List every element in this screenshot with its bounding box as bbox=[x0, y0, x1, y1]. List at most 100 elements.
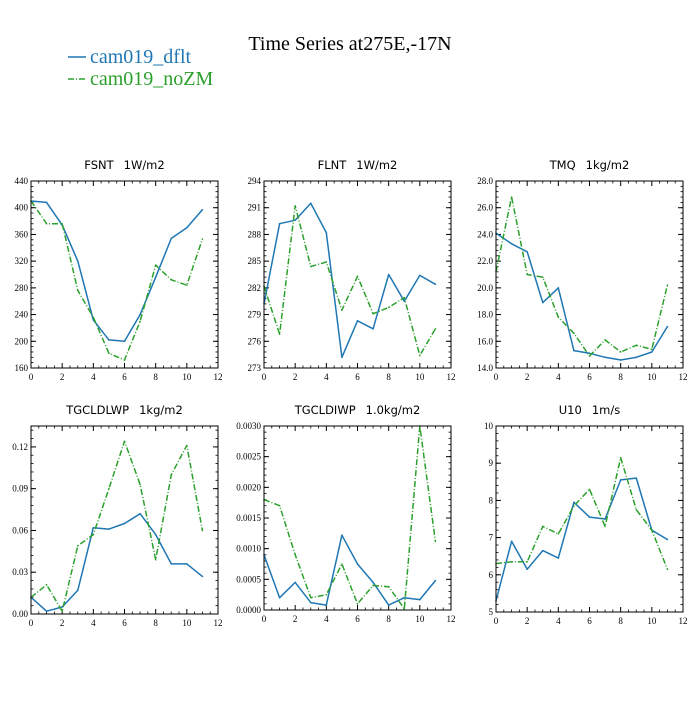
data-point-cam019_noZM-7 bbox=[372, 584, 374, 587]
y-tick-label: 14.0 bbox=[477, 363, 493, 373]
data-point-cam019_noZM-11 bbox=[666, 568, 669, 571]
data-point-cam019_noZM-6 bbox=[588, 355, 591, 357]
panel-title-1: FSNT 1W/m2 bbox=[84, 158, 164, 172]
x-tick-label: 2 bbox=[525, 372, 530, 382]
panel-title-4: TGCLDLWP 1kg/m2 bbox=[65, 403, 183, 417]
y-tick-label: 0.0025 bbox=[236, 452, 261, 462]
series-line-cam019_noZM bbox=[495, 456, 669, 570]
data-point-cam019_noZM-1 bbox=[278, 504, 281, 507]
data-point-cam019_noZM-5 bbox=[573, 332, 575, 335]
data-point-cam019_dflt-10 bbox=[186, 226, 188, 229]
panel-units: 1m/s bbox=[592, 403, 620, 417]
series-line-cam019_noZM bbox=[30, 440, 204, 612]
data-point-cam019_dflt-2 bbox=[294, 581, 296, 584]
x-tick-label: 2 bbox=[293, 372, 298, 382]
data-point-cam019_dflt-4 bbox=[557, 287, 560, 289]
data-point-cam019_noZM-2 bbox=[526, 560, 528, 563]
data-point-cam019_noZM-11 bbox=[434, 540, 437, 543]
x-tick-label: 6 bbox=[587, 372, 592, 382]
y-tick-label: 16.0 bbox=[477, 336, 493, 346]
x-tick-label: 8 bbox=[386, 614, 391, 624]
data-point-cam019_dflt-4 bbox=[325, 231, 328, 234]
data-point-cam019_noZM-7 bbox=[139, 483, 141, 486]
data-point-cam019_dflt-5 bbox=[108, 339, 110, 341]
data-point-cam019_noZM-2 bbox=[294, 205, 296, 207]
y-tick-label: 0.0005 bbox=[236, 574, 261, 584]
data-point-cam019_noZM-11 bbox=[434, 328, 437, 330]
x-tick-label: 0 bbox=[262, 372, 267, 382]
data-point-cam019_dflt-9 bbox=[170, 563, 173, 565]
data-point-cam019_dflt-1 bbox=[278, 222, 281, 225]
y-tick-label: 28.0 bbox=[477, 176, 493, 186]
data-point-cam019_dflt-9 bbox=[403, 300, 406, 303]
x-tick-label: 6 bbox=[355, 372, 360, 382]
data-point-cam019_dflt-7 bbox=[372, 581, 374, 584]
data-point-cam019_dflt-9 bbox=[635, 477, 638, 479]
data-point-cam019_dflt-3 bbox=[309, 202, 312, 205]
data-point-cam019_noZM-1 bbox=[45, 222, 48, 225]
data-point-cam019_noZM-8 bbox=[387, 306, 390, 309]
x-tick-label: 10 bbox=[182, 618, 192, 628]
data-point-cam019_noZM-6 bbox=[588, 488, 591, 491]
x-tick-label: 8 bbox=[618, 616, 623, 626]
data-point-cam019_dflt-11 bbox=[666, 538, 669, 541]
y-tick-label: 7 bbox=[489, 533, 494, 543]
x-tick-label: 8 bbox=[153, 618, 158, 628]
y-tick-label: 0.00 bbox=[12, 609, 28, 619]
x-tick-label: 12 bbox=[447, 372, 456, 382]
series-line-cam019_noZM bbox=[263, 425, 437, 610]
data-point-cam019_dflt-2 bbox=[294, 219, 296, 221]
panel-variable: TGCLDLWP bbox=[65, 403, 129, 417]
data-point-cam019_dflt-8 bbox=[619, 479, 622, 481]
x-tick-label: 6 bbox=[122, 618, 127, 628]
y-tick-label: 0.0000 bbox=[236, 605, 261, 615]
data-point-cam019_noZM-5 bbox=[341, 563, 343, 565]
panel-units: 1W/m2 bbox=[356, 158, 397, 172]
x-tick-label: 4 bbox=[556, 616, 561, 626]
data-point-cam019_noZM-3 bbox=[76, 544, 79, 547]
x-tick-label: 12 bbox=[447, 614, 456, 624]
x-tick-label: 6 bbox=[355, 614, 360, 624]
y-tick-label: 22.0 bbox=[477, 256, 493, 266]
plot-frame bbox=[495, 180, 684, 369]
data-point-cam019_noZM-10 bbox=[651, 529, 653, 531]
data-point-cam019_dflt-11 bbox=[666, 325, 669, 328]
panel-variable: TMQ bbox=[549, 158, 576, 172]
data-point-cam019_dflt-11 bbox=[434, 283, 437, 286]
y-tick-label: 440 bbox=[15, 176, 29, 186]
y-tick-label: 288 bbox=[248, 229, 262, 239]
series-line-cam019_noZM bbox=[263, 205, 437, 357]
x-tick-label: 2 bbox=[293, 614, 298, 624]
panel-units: 1W/m2 bbox=[124, 158, 165, 172]
chart-panel-1: FSNT 1W/m2 0 2 4 6 8 10 12 160 200 240 280 320 360 400 4… bbox=[15, 158, 223, 382]
data-point-cam019_dflt-10 bbox=[419, 274, 421, 277]
data-point-cam019_noZM-4 bbox=[325, 261, 328, 263]
y-tick-label: 0.09 bbox=[12, 484, 28, 494]
data-point-cam019_dflt-10 bbox=[419, 598, 421, 601]
data-point-cam019_dflt-3 bbox=[76, 589, 79, 592]
data-point-cam019_dflt-5 bbox=[108, 528, 110, 530]
data-point-cam019_noZM-5 bbox=[108, 352, 110, 355]
series-line-cam019_dflt bbox=[495, 232, 669, 361]
data-point-cam019_noZM-7 bbox=[604, 339, 606, 341]
y-tick-label: 240 bbox=[15, 310, 29, 320]
data-point-cam019_dflt-6 bbox=[588, 516, 591, 518]
x-tick-label: 6 bbox=[587, 616, 592, 626]
panel-variable: TGCLDIWP bbox=[294, 403, 356, 417]
legend-label-2: cam019_noZM bbox=[90, 68, 214, 90]
legend-label-1: cam019_dflt bbox=[90, 46, 192, 68]
y-tick-label: 26.0 bbox=[477, 203, 493, 213]
figure-title: Time Series at275E,-17N bbox=[248, 33, 451, 55]
data-point-cam019_dflt-5 bbox=[573, 349, 575, 352]
data-point-cam019_dflt-8 bbox=[154, 533, 157, 536]
data-point-cam019_noZM-6 bbox=[356, 603, 359, 605]
data-point-cam019_dflt-1 bbox=[45, 610, 48, 613]
data-point-cam019_noZM-9 bbox=[403, 607, 406, 610]
chart-panel-3: TMQ 1kg/m2 0 2 4 6 8 10 12 14.0 16.0 18.0 20.0 22.0 24… bbox=[477, 158, 687, 382]
panel-variable: U10 bbox=[559, 403, 582, 417]
chart-panels: FSNT 1W/m20 2 4 6 8 10 121602002402803203604004… bbox=[12, 158, 687, 628]
data-point-cam019_noZM-3 bbox=[541, 276, 544, 278]
x-tick-label: 8 bbox=[386, 372, 391, 382]
